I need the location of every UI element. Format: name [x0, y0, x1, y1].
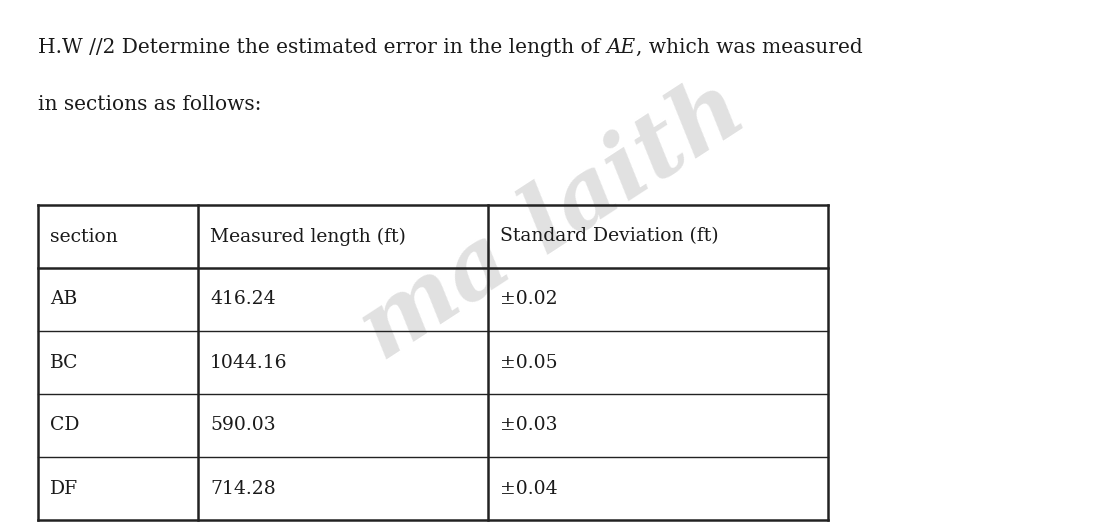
Text: section: section	[50, 227, 117, 246]
Text: BC: BC	[50, 353, 79, 372]
Text: H.W //2 Determine the estimated error in the length of: H.W //2 Determine the estimated error in…	[38, 38, 606, 57]
Text: Measured length (ft): Measured length (ft)	[210, 227, 406, 246]
Text: DF: DF	[50, 479, 79, 498]
Text: Standard Deviation (ft): Standard Deviation (ft)	[500, 227, 719, 246]
Text: ±0.02: ±0.02	[500, 290, 557, 309]
Text: 416.24: 416.24	[210, 290, 275, 309]
Text: ±0.03: ±0.03	[500, 416, 557, 435]
Text: ±0.04: ±0.04	[500, 479, 557, 498]
Text: AB: AB	[50, 290, 77, 309]
Text: , which was measured: , which was measured	[636, 38, 863, 57]
Text: in sections as follows:: in sections as follows:	[38, 95, 261, 114]
Text: AE: AE	[606, 38, 636, 57]
Text: 1044.16: 1044.16	[210, 353, 288, 372]
Text: CD: CD	[50, 416, 80, 435]
Text: ±0.05: ±0.05	[500, 353, 557, 372]
Text: ma laith: ma laith	[344, 63, 762, 378]
Text: 590.03: 590.03	[210, 416, 275, 435]
Text: 714.28: 714.28	[210, 479, 275, 498]
